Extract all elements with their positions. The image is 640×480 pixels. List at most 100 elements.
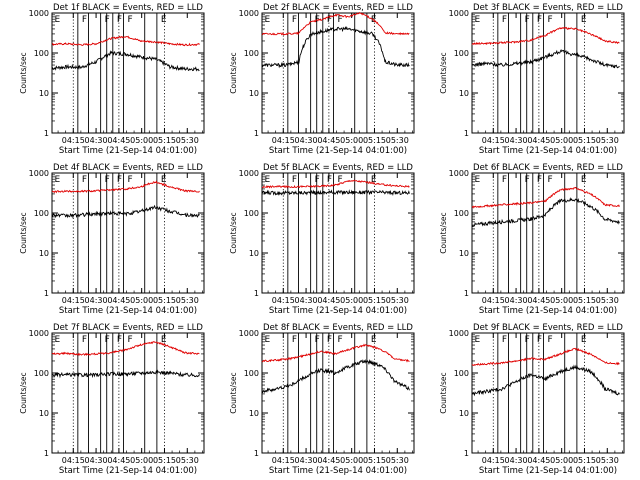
panel-9: Det 9f BLACK = Events, RED = LLD 1 10 100 10…: [439, 323, 625, 476]
lld-series-line: [261, 179, 410, 189]
lld-series-line: [261, 11, 410, 36]
y-tick-label: 1: [254, 449, 259, 458]
x-tick-label: 05:00: [340, 456, 363, 465]
y-tick-label: 10: [249, 409, 259, 418]
y-tick-label: 1: [254, 289, 259, 298]
segment-label: E: [371, 335, 377, 345]
y-tick-label: 100: [34, 369, 49, 378]
x-tick-label: 05:00: [130, 456, 153, 465]
segment-label: F: [292, 175, 297, 185]
panel-title: Det 3f BLACK = Events, RED = LLD: [473, 3, 623, 13]
segment-label: F: [337, 175, 342, 185]
x-tick-label: 05:15: [573, 136, 596, 145]
events-series-line: [261, 26, 410, 69]
y-tick-label: 10: [39, 89, 49, 98]
x-axis-label: Start Time (21-Sep-14 04:01:00): [479, 306, 617, 316]
segment-label: F: [105, 15, 110, 25]
segment-label: F: [525, 175, 530, 185]
x-axis-label: Start Time (21-Sep-14 04:01:00): [59, 466, 197, 476]
y-axis-label: Counts/sec: [439, 52, 448, 93]
segment-label: F: [127, 175, 132, 185]
panel-title: Det 2f BLACK = Events, RED = LLD: [263, 3, 413, 13]
x-axis-label: Start Time (21-Sep-14 04:01:00): [479, 466, 617, 476]
y-tick-label: 100: [34, 209, 49, 218]
x-tick-label: 05:30: [596, 136, 619, 145]
x-axis-label: Start Time (21-Sep-14 04:01:00): [269, 146, 407, 156]
events-series-line: [261, 189, 410, 197]
panel-6: Det 6f BLACK = Events, RED = LLD 1 10 100 10…: [439, 163, 625, 316]
x-axis-label: Start Time (21-Sep-14 04:01:00): [59, 146, 197, 156]
plot-frame: [471, 172, 625, 294]
panel-5: Det 5f BLACK = Events, RED = LLD 1 10 100 10…: [229, 163, 415, 316]
x-tick-label: 05:30: [386, 456, 409, 465]
y-tick-label: 10: [459, 249, 469, 258]
x-tick-label: 05:15: [363, 136, 386, 145]
x-tick-label: 05:15: [363, 456, 386, 465]
segment-label: F: [117, 15, 122, 25]
x-tick-label: 04:30: [295, 296, 318, 305]
plot-frame: [261, 12, 415, 134]
segment-label: F: [525, 15, 530, 25]
x-tick-label: 04:30: [85, 456, 108, 465]
y-tick-label: 100: [454, 209, 469, 218]
segment-label: F: [117, 175, 122, 185]
x-tick-label: 05:30: [596, 296, 619, 305]
panel-3: Det 3f BLACK = Events, RED = LLD 1 10 100 10…: [439, 3, 625, 156]
x-tick-label: 05:30: [386, 136, 409, 145]
segment-label: E: [581, 15, 587, 25]
panel-title: Det 7f BLACK = Events, RED = LLD: [53, 323, 203, 333]
x-tick-label: 04:30: [85, 136, 108, 145]
segment-label: F: [502, 15, 507, 25]
x-tick-label: 05:00: [340, 136, 363, 145]
y-tick-label: 10: [459, 89, 469, 98]
segment-label: E: [55, 175, 61, 185]
segment-label: F: [525, 335, 530, 345]
y-tick-label: 1: [44, 449, 49, 458]
y-tick-label: 100: [454, 49, 469, 58]
segment-label: E: [161, 175, 167, 185]
x-axis-label: Start Time (21-Sep-14 04:01:00): [59, 306, 197, 316]
y-tick-label: 10: [39, 249, 49, 258]
x-tick-label: 05:15: [573, 456, 596, 465]
segment-label: F: [537, 335, 542, 345]
x-axis-label: Start Time (21-Sep-14 04:01:00): [269, 306, 407, 316]
panel-title: Det 1f BLACK = Events, RED = LLD: [53, 3, 203, 13]
y-axis-label: Counts/sec: [229, 212, 238, 253]
x-tick-label: 04:15: [62, 456, 85, 465]
events-series-line: [51, 204, 200, 219]
segment-label: F: [315, 335, 320, 345]
segment-label: E: [55, 15, 61, 25]
segment-label: F: [337, 335, 342, 345]
y-tick-label: 1000: [449, 169, 469, 178]
events-series-line: [51, 50, 200, 72]
y-tick-label: 1: [254, 129, 259, 138]
segment-label: F: [105, 175, 110, 185]
y-tick-label: 1: [44, 129, 49, 138]
x-tick-label: 04:45: [107, 456, 130, 465]
x-tick-label: 04:45: [317, 136, 340, 145]
x-tick-label: 04:45: [527, 456, 550, 465]
y-tick-label: 10: [39, 409, 49, 418]
panel-title: Det 9f BLACK = Events, RED = LLD: [473, 323, 623, 333]
segment-label: E: [371, 175, 377, 185]
x-tick-label: 04:15: [62, 136, 85, 145]
x-tick-label: 05:30: [176, 456, 199, 465]
panel-title: Det 6f BLACK = Events, RED = LLD: [473, 163, 623, 173]
x-tick-label: 05:15: [153, 296, 176, 305]
segment-label: F: [82, 335, 87, 345]
lld-series-line: [261, 343, 410, 363]
x-tick-label: 05:15: [153, 136, 176, 145]
segment-label: F: [127, 15, 132, 25]
x-tick-label: 05:30: [596, 456, 619, 465]
panel-8: Det 8f BLACK = Events, RED = LLD 1 10 100 10…: [229, 323, 415, 476]
y-tick-label: 1000: [449, 329, 469, 338]
panel-7: Det 7f BLACK = Events, RED = LLD 1 10 100 10…: [19, 323, 205, 476]
segment-label: F: [292, 15, 297, 25]
x-tick-label: 04:15: [272, 136, 295, 145]
x-tick-label: 04:15: [272, 296, 295, 305]
plot-frame: [261, 332, 415, 454]
panel-title: Det 8f BLACK = Events, RED = LLD: [263, 323, 413, 333]
y-tick-label: 10: [459, 409, 469, 418]
plot-frame: [51, 332, 205, 454]
y-tick-label: 1000: [239, 329, 259, 338]
